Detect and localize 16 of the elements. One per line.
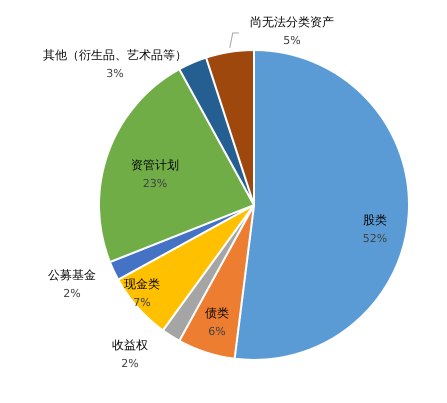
slice-label: 尚无法分类资产: [250, 15, 334, 29]
data-label: 3%: [106, 67, 124, 80]
data-label: 23%: [142, 177, 168, 190]
slice-label: 资管计划: [131, 158, 179, 172]
data-label: 2%: [63, 287, 81, 300]
slice-label: 债类: [205, 306, 229, 320]
slice-label: 股类: [363, 213, 387, 227]
slice-label: 公募基金: [48, 268, 96, 282]
data-label: 6%: [208, 325, 226, 338]
slice-label: 现金类: [124, 277, 160, 291]
slice-label: 其他（衍生品、艺术品等）: [43, 48, 187, 62]
slice-label: 收益权: [112, 338, 148, 352]
data-label: 2%: [121, 357, 139, 370]
data-label: 5%: [283, 34, 301, 47]
data-label: 7%: [133, 296, 151, 309]
data-label: 52%: [362, 232, 388, 245]
